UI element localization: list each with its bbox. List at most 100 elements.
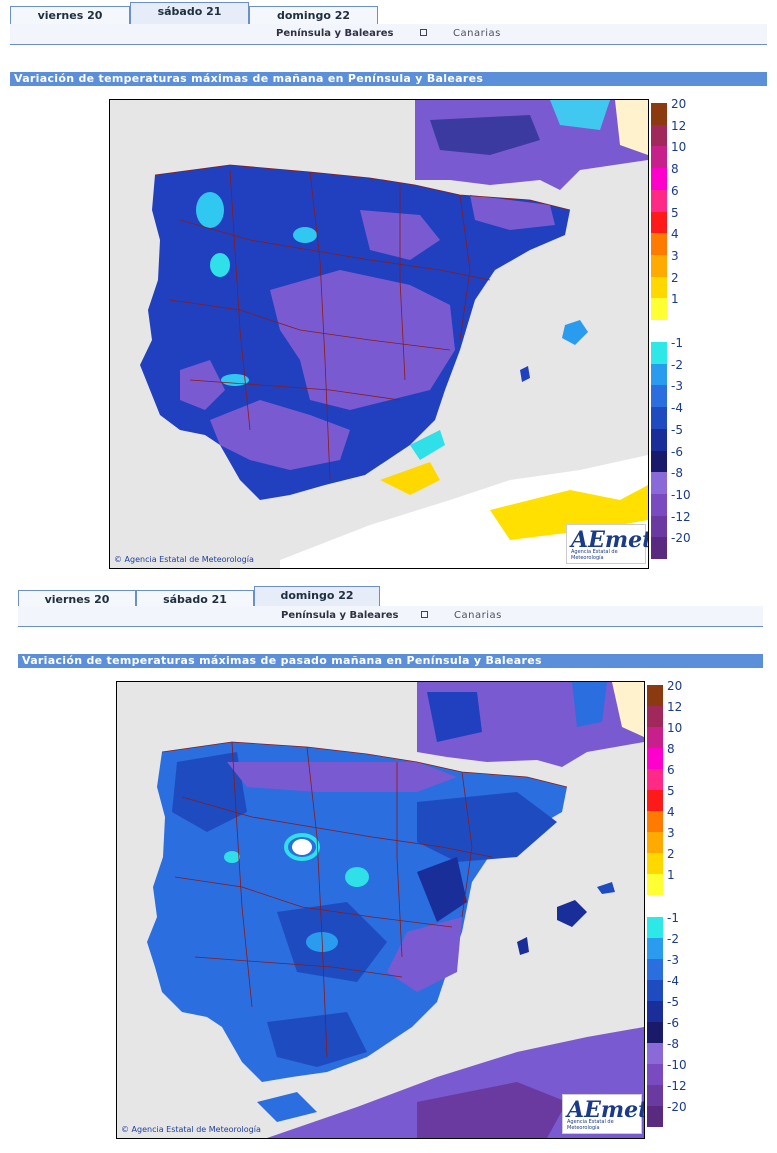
legend-label: 5 [667,784,675,798]
legend-label: -10 [667,1058,687,1072]
link-canarias[interactable]: Canarias [454,610,502,621]
legend-swatch [647,938,663,959]
legend-label: 3 [667,826,675,840]
legend-swatch [651,124,667,147]
legend-label: -5 [671,422,683,437]
legend-label: -4 [671,401,683,416]
legend-swatch [651,254,667,277]
separator-icon [421,611,428,618]
temperature-map-2: © Agencia Estatal de Meteorología AEmet … [116,681,645,1139]
temperature-map-1: © Agencia Estatal de Meteorología AEmet … [109,99,649,569]
legend-label: -8 [671,466,683,481]
legend-label: -3 [671,379,683,394]
logo-subtitle: Agencia Estatal de Meteorología [571,549,618,561]
legend-label: -12 [667,1079,687,1093]
legend-swatch [647,1043,663,1064]
legend-swatch [647,853,663,874]
legend-swatch [651,146,667,169]
legend-label: 10 [671,140,687,155]
balearic-islands [562,320,588,345]
legend-swatch [647,980,663,1001]
region-subnav-1: Península y Baleares Canarias [10,24,767,45]
page-title-2: Variación de temperaturas máximas de pas… [18,654,763,668]
tab-bar-1: viernes 20 sábado 21 domingo 22 [10,2,767,26]
legend-swatch [651,407,667,430]
legend-label: 12 [671,118,687,133]
aemet-logo: AEmet Agencia Estatal de Meteorología [566,524,649,564]
logo-brand: AEmet [571,527,649,553]
legend-swatch [651,211,667,234]
legend-swatch [651,276,667,299]
legend-swatch [647,1022,663,1043]
north-africa-landmass [280,455,648,568]
legend-label: -20 [667,1100,687,1114]
legend-swatch [651,385,667,408]
legend-label: 1 [667,868,675,882]
legend-swatch [647,1106,663,1127]
legend-label: -1 [671,336,683,350]
tab-viernes-20[interactable]: viernes 20 [18,590,136,608]
legend-swatch [647,790,663,811]
tab-viernes-20[interactable]: viernes 20 [10,6,130,24]
color-legend-2: 20 12 10 8 6 5 4 3 2 1 -1 -2 -3 -4 -5 -6 -8 -10 -12 -20 [647,679,707,1137]
legend-swatch [647,1064,663,1085]
legend-swatch [647,1085,663,1106]
link-peninsula-baleares[interactable]: Península y Baleares [276,28,394,39]
legend-label: 20 [671,97,687,111]
aemet-logo: AEmet Agencia Estatal de Meteorología [562,1094,645,1134]
legend-swatch [651,189,667,212]
legend-label: 20 [667,679,683,693]
legend-label: 4 [667,805,675,819]
legend-swatch [651,103,667,125]
legend-label: 4 [671,227,679,242]
legend-swatch [651,537,667,560]
legend-label: 6 [667,763,675,777]
legend-swatch [647,685,663,706]
legend-label: -8 [667,1037,679,1051]
legend-label: 12 [667,700,683,714]
link-peninsula-baleares[interactable]: Península y Baleares [281,610,399,621]
legend-label: -12 [671,509,691,524]
iberia-map-graphic [110,100,648,568]
legend-swatch [647,959,663,980]
region-subnav-2: Península y Baleares Canarias [18,606,763,627]
link-canarias[interactable]: Canarias [453,28,501,39]
legend-swatch [647,769,663,790]
legend-swatch [647,748,663,769]
legend-label: -6 [667,1016,679,1030]
legend-swatch [651,342,667,364]
legend-label: 10 [667,721,683,735]
legend-label: -10 [671,487,691,502]
legend-label: 8 [671,162,679,177]
color-legend-1: 20 12 10 8 6 5 4 3 2 1 -1 -2 -3 -4 -5 -6 -8 -10 -12 -20 [651,97,711,569]
legend-label: 1 [671,292,679,307]
legend-label: -2 [671,357,683,372]
legend-swatch [651,233,667,256]
legend-label: -6 [671,444,683,459]
legend-label: -4 [667,974,679,988]
legend-swatch [651,472,667,495]
legend-swatch [647,917,663,938]
legend-label: -3 [667,953,679,967]
tab-sabado-21[interactable]: sábado 21 [130,2,249,24]
tab-bar-2: viernes 20 sábado 21 domingo 22 [18,586,763,610]
legend-label: -20 [671,531,691,546]
legend-label: 5 [671,205,679,220]
logo-brand: AEmet [567,1097,645,1123]
tab-domingo-22[interactable]: domingo 22 [249,6,378,24]
legend-swatch [647,1001,663,1022]
legend-swatch [647,706,663,727]
iberia-map-graphic [117,682,644,1138]
legend-label: 2 [671,270,679,285]
legend-swatch [651,298,667,321]
legend-label: -1 [667,911,679,925]
tab-sabado-21[interactable]: sábado 21 [136,590,254,608]
legend-swatch [651,363,667,386]
copyright-credit: © Agencia Estatal de Meteorología [114,555,254,564]
copyright-credit: © Agencia Estatal de Meteorología [121,1125,261,1134]
legend-label: -2 [667,932,679,946]
legend-swatch [651,168,667,191]
legend-label: 8 [667,742,675,756]
page-title-1: Variación de temperaturas máximas de mañ… [10,72,767,86]
tab-domingo-22[interactable]: domingo 22 [254,586,380,608]
